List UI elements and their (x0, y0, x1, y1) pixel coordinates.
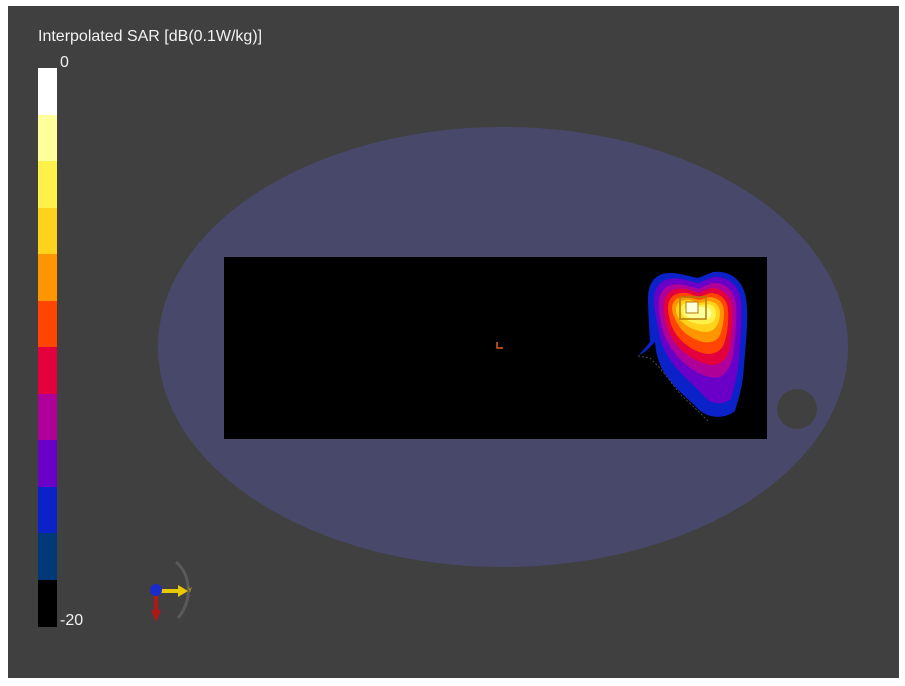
colorbar-swatch (38, 161, 57, 208)
colorbar-swatch (38, 68, 57, 115)
colorbar-swatch (38, 393, 57, 441)
colorbar-swatch (38, 254, 57, 301)
colorbar-swatch (38, 533, 57, 580)
sar-viewport[interactable]: Y Interpolated SAR [dB(0.1W/kg)] 0 -20 (8, 6, 899, 678)
phantom-marker-circle (777, 389, 817, 429)
colorbar (38, 68, 57, 627)
colorbar-swatch (38, 300, 57, 348)
colorbar-title: Interpolated SAR [dB(0.1W/kg)] (38, 28, 263, 45)
origin-marker (496, 342, 503, 349)
colorbar-swatch (38, 114, 57, 162)
colorbar-swatch (38, 486, 57, 534)
colorbar-swatch (38, 347, 57, 394)
axis-triad-icon[interactable] (150, 560, 190, 622)
colorbar-swatch (38, 579, 57, 627)
axis-label-y: Y (188, 588, 192, 594)
colorbar-max-label: 0 (60, 54, 69, 71)
sar-hotspot (637, 271, 748, 422)
colorbar-min-label: -20 (60, 612, 84, 629)
colorbar-swatch (38, 440, 57, 487)
colorbar-swatch (38, 207, 57, 255)
scene-3d[interactable]: Y (8, 6, 899, 678)
